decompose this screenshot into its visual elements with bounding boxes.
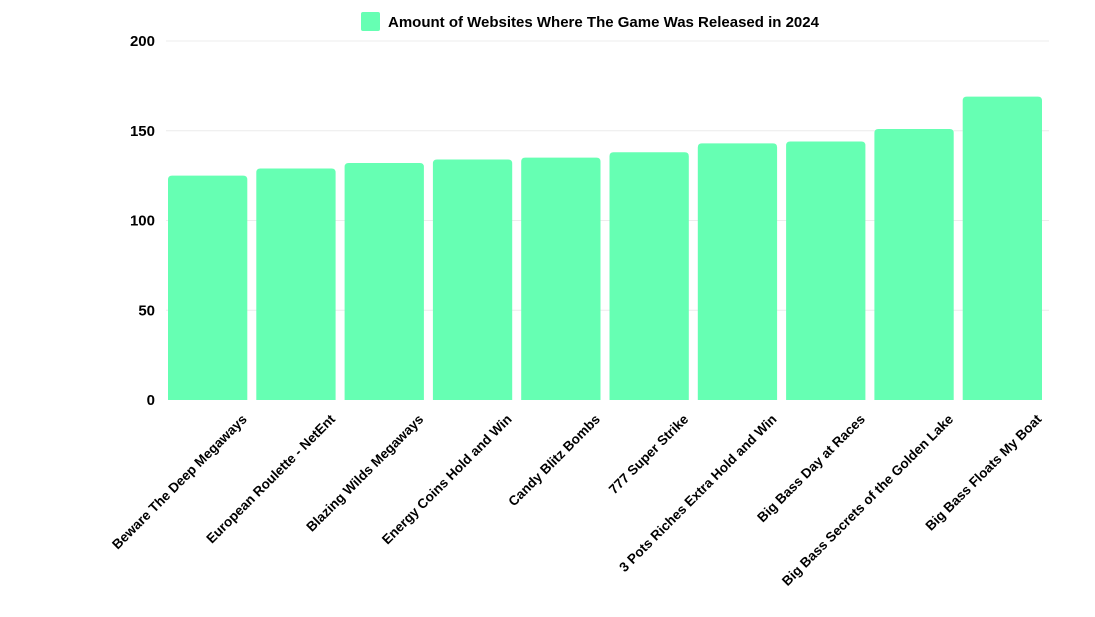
legend-label: Amount of Websites Where The Game Was Re… <box>388 14 820 31</box>
y-tick-label: 50 <box>138 302 155 319</box>
y-tick-label: 0 <box>147 392 155 409</box>
bar <box>962 96 1042 401</box>
x-category-label: Candy Blitz Bombs <box>505 412 603 510</box>
y-tick-label: 100 <box>130 213 155 230</box>
legend-swatch <box>361 12 380 31</box>
bar <box>874 128 954 400</box>
x-category-label: 3 Pots Riches Extra Hold and Win <box>616 412 779 575</box>
bar <box>786 141 866 400</box>
bar <box>609 152 689 400</box>
bar <box>697 143 778 400</box>
x-category-label: Big Bass Secrets of the Golden Lake <box>779 411 957 589</box>
bar <box>344 163 424 400</box>
bars <box>168 96 1042 401</box>
x-category-label: 777 Super Strike <box>606 411 692 497</box>
bar <box>256 168 336 400</box>
legend: Amount of Websites Where The Game Was Re… <box>361 12 820 31</box>
y-axis-tick-labels: 0 50 100 150 200 <box>130 33 155 409</box>
y-tick-label: 200 <box>130 33 155 50</box>
bar <box>168 175 248 400</box>
y-tick-label: 150 <box>130 123 155 140</box>
bar <box>432 159 513 400</box>
bar <box>521 157 601 400</box>
